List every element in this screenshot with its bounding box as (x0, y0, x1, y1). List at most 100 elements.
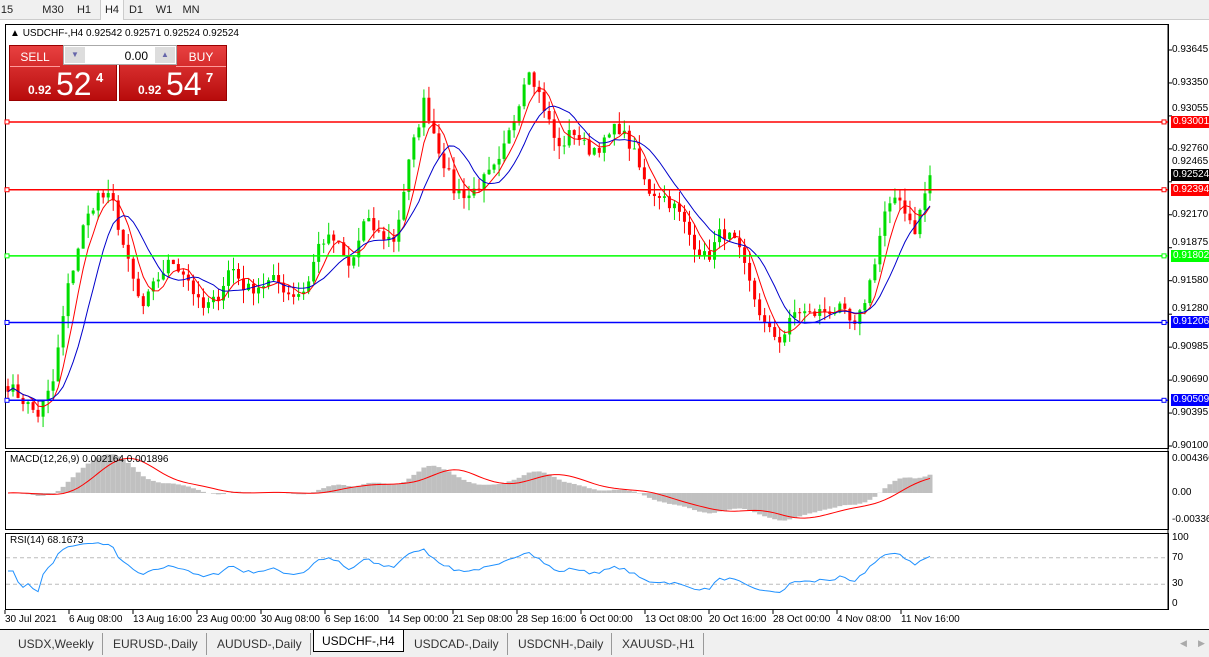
macd-bar (722, 493, 728, 511)
macd-bar (381, 483, 387, 493)
candle (302, 282, 306, 300)
macd-bar (481, 484, 487, 493)
candle (267, 277, 271, 290)
candle (71, 270, 75, 286)
macd-bar (681, 493, 687, 507)
candle (888, 196, 892, 224)
candle (146, 289, 150, 308)
macd-bar (155, 482, 161, 493)
macd-bar (311, 492, 317, 493)
rsi-label: RSI(14) 68.1673 (10, 535, 84, 546)
macd-bar (927, 474, 933, 493)
candle (317, 231, 321, 273)
candle (713, 230, 717, 269)
chart-tab[interactable]: AUDUSD-,Daily (209, 633, 311, 655)
time-tick: 30 Jul 2021 (5, 614, 57, 625)
macd-bar (135, 471, 141, 493)
macd-bar (160, 483, 166, 493)
chart-tab[interactable]: XAUUSD-,H1 (614, 633, 704, 655)
rsi-pane[interactable] (5, 533, 1169, 610)
macd-bar (712, 493, 718, 513)
timeframe-W1[interactable]: W1 (155, 4, 173, 16)
increase-lot-icon[interactable]: ▲ (155, 47, 175, 63)
candle (367, 209, 371, 222)
price-tick: 0.92760 (1172, 143, 1209, 154)
candle (387, 224, 391, 248)
macd-bar (666, 493, 672, 504)
candle (422, 89, 426, 136)
candle (36, 401, 40, 423)
price-tick: 0.90395 (1172, 407, 1209, 418)
candle (166, 254, 170, 278)
macd-bar (140, 476, 146, 493)
candle (51, 369, 55, 400)
macd-bar (762, 493, 768, 517)
macd-signal-line (7, 457, 931, 519)
candle (407, 158, 411, 201)
decrease-lot-icon[interactable]: ▼ (65, 47, 85, 63)
macd-bar (125, 462, 131, 493)
fast-ma-line (7, 87, 931, 408)
macd-bar (65, 481, 71, 493)
macd-bar (456, 477, 462, 493)
macd-bar (115, 456, 121, 493)
chart-tab[interactable]: USDCAD-,Daily (406, 633, 508, 655)
macd-bar (702, 493, 708, 513)
lot-size-input[interactable]: ▼ 0.00 ▲ (63, 45, 177, 65)
sell-label: SELL (10, 48, 60, 67)
timeframe-M30[interactable]: M30 (42, 4, 64, 16)
macd-bar (566, 482, 572, 493)
candle (472, 177, 476, 199)
candle (512, 114, 516, 138)
timeframe-15[interactable]: 15 (0, 4, 14, 16)
chart-tab[interactable]: EURUSD-,Daily (105, 633, 207, 655)
candle (76, 247, 80, 273)
candle (382, 226, 386, 250)
candle (201, 288, 205, 316)
rsi-tick: 100 (1172, 532, 1189, 543)
macd-bar (396, 483, 402, 493)
candle (377, 220, 381, 233)
macd-bar (661, 493, 667, 503)
candle (347, 246, 351, 278)
candle (141, 293, 145, 315)
timeframe-MN[interactable]: MN (182, 4, 200, 16)
candle (442, 142, 446, 178)
candle (131, 256, 135, 292)
candle (487, 156, 491, 175)
candle (803, 303, 807, 322)
candle (191, 274, 195, 306)
timeframe-D1[interactable]: D1 (128, 4, 144, 16)
macd-bar (576, 485, 582, 493)
candle (662, 185, 666, 203)
macd-bar (757, 493, 763, 515)
macd-bar (431, 465, 437, 493)
macd-bar (185, 486, 191, 493)
chart-tab[interactable]: USDX,Weekly (10, 633, 103, 655)
macd-bar (827, 493, 833, 509)
macd-bar (807, 493, 813, 514)
macd-tick: -0.00336 (1172, 514, 1209, 525)
timeframe-H4[interactable]: H4 (100, 0, 124, 20)
macd-bar (105, 454, 111, 493)
chart-tabs: USDX,Weekly EURUSD-,Daily AUDUSD-,Daily USD… (0, 629, 1209, 657)
macd-bar (316, 489, 322, 493)
candle (667, 190, 671, 213)
chart-tab[interactable]: USDCHF-,H4 (313, 630, 404, 652)
price-tick: 0.90985 (1172, 341, 1209, 352)
macd-bar (195, 489, 201, 493)
macd-bar (616, 489, 622, 493)
candle (758, 293, 762, 321)
candle (607, 132, 611, 139)
candle (221, 277, 225, 310)
chart-tab[interactable]: USDCNH-,Daily (510, 633, 613, 655)
scroll-right-icon[interactable]: ▶ (1198, 638, 1205, 648)
timeframe-H1[interactable]: H1 (76, 4, 92, 16)
collapse-icon[interactable]: ▲ (10, 28, 23, 39)
macd-bar (326, 486, 332, 493)
candle (592, 147, 596, 156)
candle (763, 307, 767, 333)
macd-bar (747, 493, 753, 511)
scroll-left-icon[interactable]: ◀ (1180, 638, 1187, 648)
candle (878, 227, 882, 273)
